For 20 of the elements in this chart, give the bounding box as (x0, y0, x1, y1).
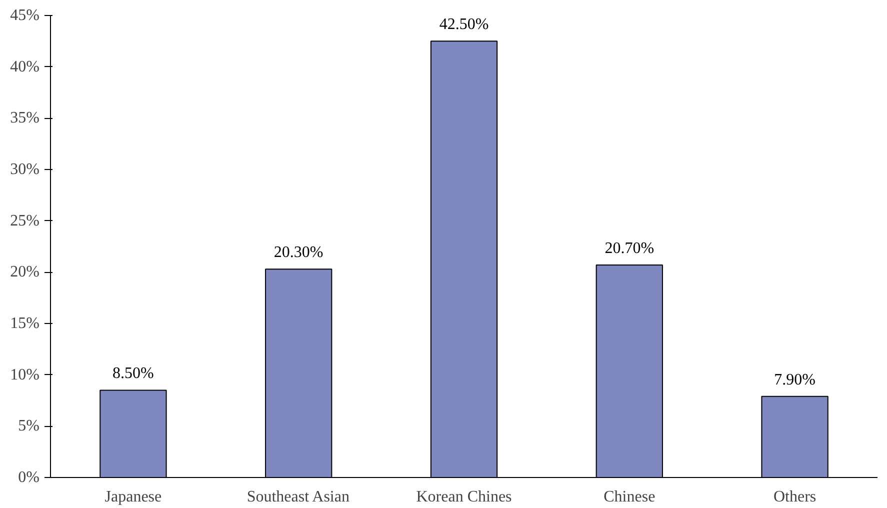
y-tick-label: 35% (10, 110, 40, 127)
y-tick-label: 40% (10, 58, 40, 76)
y-tick-label: 30% (10, 161, 40, 178)
data-label: 7.90% (774, 371, 816, 388)
y-tick-label: 10% (10, 366, 40, 384)
data-label: 42.50% (439, 16, 489, 34)
y-tick-label: 45% (10, 7, 40, 24)
data-label: 20.70% (604, 240, 654, 257)
x-tick-label: Japanese (104, 488, 162, 506)
data-label: 20.30% (274, 244, 324, 262)
data-label: 8.50% (112, 365, 154, 382)
y-tick-label: 0% (18, 469, 40, 486)
x-tick-label: Southeast Asian (246, 488, 350, 506)
y-tick-label: 15% (10, 315, 40, 332)
y-tick-label: 25% (10, 212, 40, 230)
y-tick-label: 5% (18, 418, 40, 435)
x-tick-label: Korean Chines (416, 488, 512, 506)
y-tick-label: 20% (10, 264, 40, 281)
x-tick-label: Chinese (604, 488, 656, 506)
x-tick-label: Others (773, 488, 816, 506)
